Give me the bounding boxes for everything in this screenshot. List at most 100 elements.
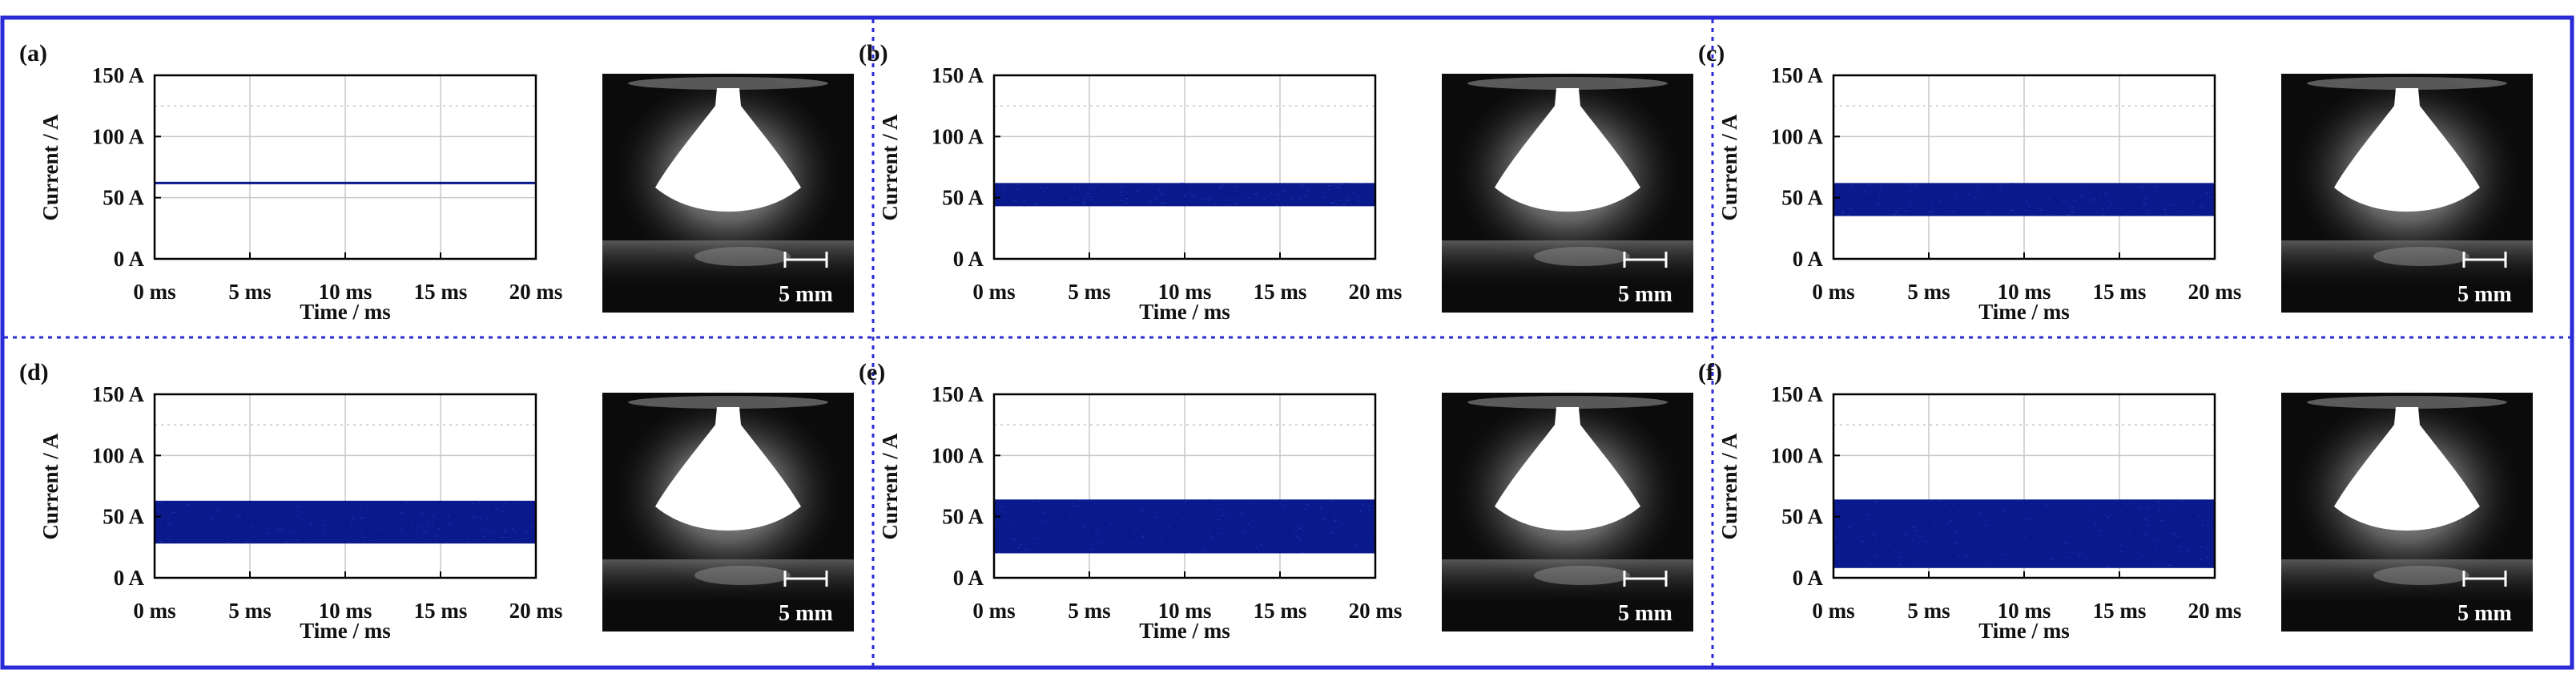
frame-layer: [0, 15, 2574, 670]
workpiece-spot: [2373, 247, 2469, 266]
x-tick-label: 10 ms: [1158, 599, 1212, 623]
arc-photo: 5 mm: [1442, 389, 1693, 632]
x-tick-label: 20 ms: [2188, 599, 2242, 623]
band-noise: [1833, 182, 2215, 216]
x-tick-label: 15 ms: [1254, 280, 1307, 304]
y-tick-label: 100 A: [92, 124, 145, 148]
current-band: [994, 499, 1375, 554]
outer-border: [0, 15, 2574, 670]
panel-label: (a): [19, 40, 47, 67]
band-noise: [994, 498, 1375, 554]
plasma-arc: [655, 88, 801, 212]
x-tick-label: 0 ms: [972, 280, 1015, 304]
x-axis-label: Time / ms: [1139, 619, 1230, 643]
plasma-arc: [1495, 88, 1640, 212]
y-axis-label: Current / A: [38, 433, 62, 539]
y-tick-label: 0 A: [953, 566, 984, 590]
x-tick-label: 20 ms: [509, 280, 563, 304]
y-tick-label: 150 A: [932, 63, 984, 87]
arc-photo: 5 mm: [2281, 70, 2533, 313]
y-tick-label: 0 A: [1793, 247, 1824, 271]
panel-label: (b): [859, 40, 888, 67]
scale-bar-label: 5 mm: [2457, 601, 2512, 626]
x-tick-label: 5 ms: [1068, 599, 1110, 623]
x-tick-label: 0 ms: [972, 599, 1015, 623]
x-tick-label: 15 ms: [2093, 599, 2147, 623]
scale-bar: [1623, 571, 1668, 587]
scale-bar: [783, 571, 828, 587]
x-tick-label: 0 ms: [133, 280, 175, 304]
arc-photo: 5 mm: [602, 389, 854, 632]
x-tick-label: 15 ms: [414, 280, 468, 304]
x-tick-label: 20 ms: [2188, 280, 2242, 304]
plasma-arc: [655, 407, 801, 531]
x-tick-label: 10 ms: [319, 599, 372, 623]
x-tick-label: 10 ms: [319, 280, 372, 304]
panel-label: (e): [859, 359, 885, 385]
x-tick-label: 20 ms: [509, 599, 563, 623]
scale-bar: [2462, 571, 2507, 587]
y-tick-label: 150 A: [92, 63, 145, 87]
y-tick-label: 50 A: [103, 505, 144, 529]
workpiece-spot: [1534, 566, 1630, 585]
x-axis-label: Time / ms: [300, 300, 391, 324]
panel-label: (c): [1698, 40, 1725, 67]
workpiece-spot: [1534, 247, 1630, 266]
x-tick-label: 10 ms: [1998, 280, 2051, 304]
panel-a: (a) 0 ms 5 ms 10 ms 15 ms 20 ms 0 A 50 A 100 A 15…: [19, 40, 854, 324]
y-tick-label: 150 A: [92, 382, 145, 406]
scale-bar: [2462, 252, 2507, 268]
workpiece-spot: [694, 566, 791, 585]
y-tick-label: 0 A: [953, 247, 984, 271]
scale-bar-label: 5 mm: [779, 282, 833, 307]
plasma-arc: [1495, 407, 1640, 531]
y-tick-label: 50 A: [1781, 186, 1823, 210]
x-tick-label: 5 ms: [228, 599, 271, 623]
y-axis-label: Current / A: [878, 114, 902, 220]
x-tick-label: 5 ms: [1068, 280, 1110, 304]
panel-c: (c) 0 ms 5 ms 10 ms 15 ms 20 ms 0 A 50 A 100 A 15…: [1698, 40, 2533, 324]
current-band: [1833, 499, 2215, 568]
x-axis-label: Time / ms: [1978, 300, 2070, 324]
x-tick-label: 10 ms: [1158, 280, 1212, 304]
scale-bar: [783, 252, 828, 268]
panel-label: (d): [19, 359, 49, 385]
y-tick-label: 50 A: [942, 505, 984, 529]
current-band: [155, 181, 536, 184]
y-tick-label: 150 A: [1771, 63, 1824, 87]
band-noise: [157, 501, 533, 544]
band-noise: [1833, 499, 2209, 567]
x-tick-label: 15 ms: [2093, 280, 2147, 304]
scale-bar: [1623, 252, 1668, 268]
y-axis-label: Current / A: [878, 433, 902, 539]
y-axis-label: Current / A: [1717, 114, 1741, 220]
scale-bar-label: 5 mm: [2457, 282, 2512, 307]
x-tick-label: 0 ms: [1812, 599, 1854, 623]
current-band: [1833, 183, 2215, 216]
y-tick-label: 0 A: [114, 566, 145, 590]
workpiece-spot: [694, 247, 791, 266]
x-tick-label: 0 ms: [133, 599, 175, 623]
panel-d: (d) 0 ms 5 ms 10 ms 15 ms 20 ms 0 A 50 A 100 A 15…: [19, 359, 854, 643]
arc-photo: 5 mm: [1442, 70, 1693, 313]
y-tick-label: 0 A: [1793, 566, 1824, 590]
y-tick-label: 100 A: [932, 124, 984, 148]
x-axis-label: Time / ms: [300, 619, 391, 643]
y-tick-label: 100 A: [92, 443, 145, 467]
scale-bar-label: 5 mm: [1618, 282, 1672, 307]
y-tick-label: 150 A: [932, 382, 984, 406]
panel-b: (b) 0 ms 5 ms 10 ms 15 ms 20 ms 0 A 50 A 100 A 15…: [859, 40, 1693, 324]
y-tick-label: 50 A: [1781, 505, 1823, 529]
x-axis-label: Time / ms: [1139, 300, 1230, 324]
panel-label: (f): [1698, 359, 1722, 385]
x-tick-label: 5 ms: [228, 280, 271, 304]
x-tick-label: 0 ms: [1812, 280, 1854, 304]
x-tick-label: 15 ms: [414, 599, 468, 623]
current-band: [994, 183, 1375, 207]
arc-photo: 5 mm: [2281, 389, 2533, 632]
y-tick-label: 50 A: [103, 186, 144, 210]
x-tick-label: 15 ms: [1254, 599, 1307, 623]
y-tick-label: 100 A: [1771, 443, 1824, 467]
y-tick-label: 100 A: [1771, 124, 1824, 148]
